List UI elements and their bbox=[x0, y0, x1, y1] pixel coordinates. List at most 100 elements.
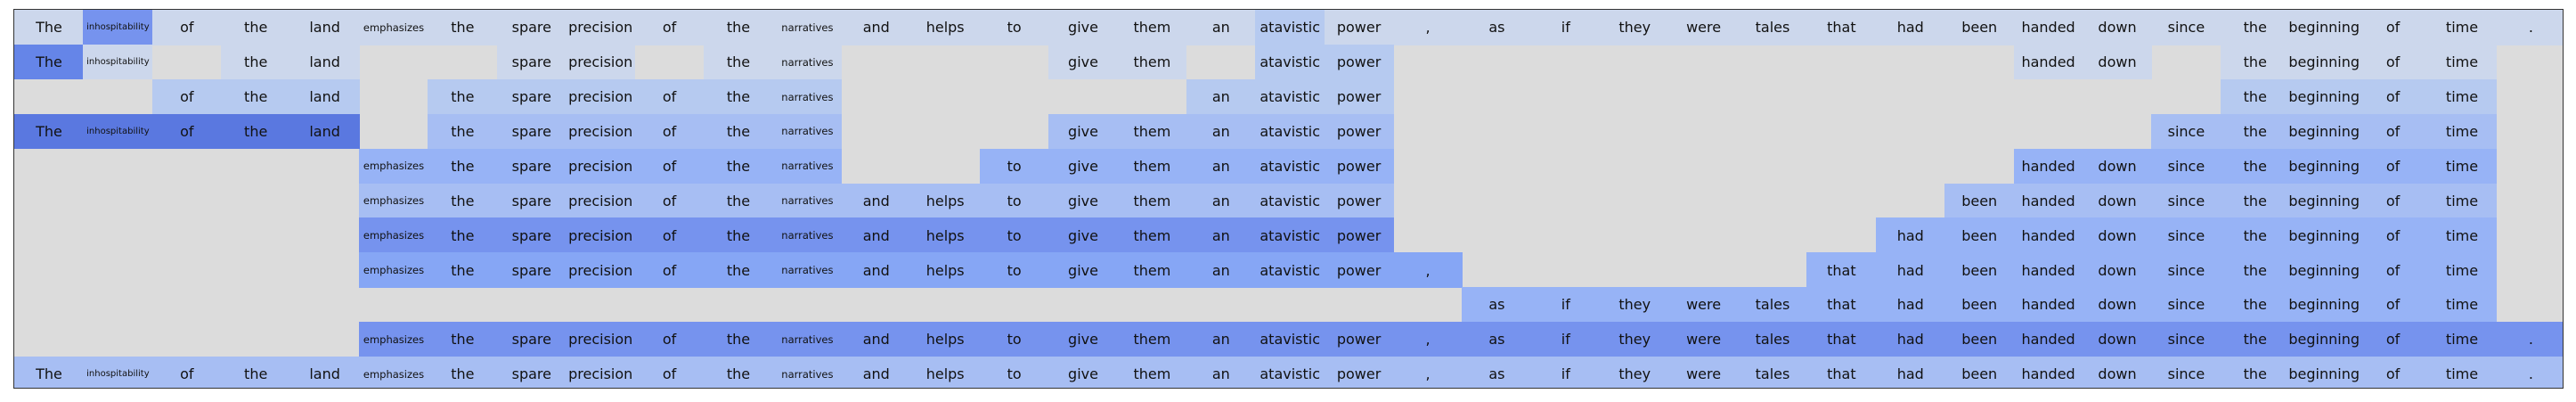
token-cell: that bbox=[1806, 10, 1877, 45]
token-cell: been bbox=[1944, 252, 2015, 288]
token-cell: precision bbox=[566, 183, 636, 218]
token-cell: atavistic bbox=[1255, 357, 1325, 388]
token-cell: since bbox=[2151, 287, 2221, 323]
token-cell: atavistic bbox=[1255, 78, 1325, 115]
token-cell: since bbox=[2151, 322, 2221, 357]
token-cell: of bbox=[151, 10, 222, 45]
token-cell: handed bbox=[2013, 322, 2083, 357]
token-cell: time bbox=[2427, 10, 2497, 45]
token-cell: narratives bbox=[772, 217, 843, 253]
token-cell: give bbox=[1048, 252, 1118, 288]
token-cell: were bbox=[1668, 322, 1739, 357]
token-cell: of bbox=[2358, 44, 2428, 80]
token-cell: beginning bbox=[2289, 113, 2360, 150]
token-cell: emphasizes bbox=[359, 148, 428, 185]
token-cell: and bbox=[841, 322, 911, 357]
token-cell: if bbox=[1530, 357, 1601, 388]
token-cell: an bbox=[1186, 322, 1256, 357]
token-cell: spare bbox=[496, 148, 567, 185]
token-cell: time bbox=[2427, 183, 2497, 218]
token-cell: of bbox=[634, 322, 705, 357]
token-cell: beginning bbox=[2289, 148, 2360, 185]
token-cell: land bbox=[289, 10, 360, 45]
token-cell: give bbox=[1048, 10, 1118, 45]
token-cell: as bbox=[1462, 287, 1532, 323]
token-cell: atavistic bbox=[1255, 217, 1325, 253]
token-cell: them bbox=[1117, 148, 1187, 185]
token-cell: the bbox=[704, 217, 773, 253]
token-cell: narratives bbox=[772, 322, 843, 357]
token-cell: , bbox=[1393, 357, 1463, 388]
token-cell: down bbox=[2083, 287, 2152, 323]
token-cell: the bbox=[428, 183, 498, 218]
token-cell: them bbox=[1117, 10, 1187, 45]
token-cell: narratives bbox=[772, 252, 843, 288]
token-cell: power bbox=[1324, 357, 1394, 388]
token-cell: been bbox=[1944, 357, 2015, 388]
token-cell: give bbox=[1048, 357, 1118, 388]
token-cell: inhospitability bbox=[83, 113, 153, 150]
token-cell: the bbox=[221, 357, 291, 388]
token-cell: as bbox=[1462, 357, 1532, 388]
token-cell: had bbox=[1875, 357, 1945, 388]
token-cell: the bbox=[704, 252, 773, 288]
token-cell: atavistic bbox=[1255, 148, 1325, 185]
token-cell: they bbox=[1600, 10, 1670, 45]
token-cell: of bbox=[634, 217, 705, 253]
token-cell: the bbox=[221, 113, 291, 150]
token-cell: give bbox=[1048, 322, 1118, 357]
token-cell: give bbox=[1048, 148, 1118, 185]
token-cell: beginning bbox=[2289, 183, 2360, 218]
token-cell: The bbox=[14, 113, 84, 150]
token-cell: precision bbox=[566, 357, 636, 388]
token-cell: an bbox=[1186, 183, 1256, 218]
token-cell: precision bbox=[566, 44, 636, 80]
token-cell: of bbox=[2358, 10, 2428, 45]
token-cell: of bbox=[634, 148, 705, 185]
token-cell: them bbox=[1117, 183, 1187, 218]
token-cell: of bbox=[2358, 322, 2428, 357]
token-cell: , bbox=[1393, 322, 1463, 357]
token-cell: of bbox=[634, 78, 705, 115]
token-cell: and bbox=[841, 357, 911, 388]
token-cell: The bbox=[14, 357, 84, 388]
token-cell: the bbox=[428, 322, 498, 357]
token-cell: to bbox=[979, 322, 1049, 357]
token-cell: time bbox=[2427, 113, 2497, 150]
token-cell: beginning bbox=[2289, 44, 2360, 80]
token-cell: an bbox=[1186, 357, 1256, 388]
token-cell: handed bbox=[2013, 44, 2083, 80]
token-cell: helps bbox=[910, 217, 981, 253]
token-cell: power bbox=[1324, 78, 1394, 115]
token-cell: down bbox=[2083, 357, 2152, 388]
token-cell: that bbox=[1806, 287, 1877, 323]
token-cell: power bbox=[1324, 183, 1394, 218]
token-cell: the bbox=[2220, 252, 2290, 288]
token-cell: them bbox=[1117, 44, 1187, 80]
token-cell: that bbox=[1806, 322, 1877, 357]
token-cell: they bbox=[1600, 357, 1670, 388]
token-cell: time bbox=[2427, 252, 2497, 288]
token-cell: of bbox=[2358, 183, 2428, 218]
token-cell: the bbox=[2220, 44, 2290, 80]
token-cell: as bbox=[1462, 322, 1532, 357]
token-cell: power bbox=[1324, 148, 1394, 185]
token-cell: to bbox=[979, 148, 1049, 185]
token-cell: land bbox=[289, 78, 360, 115]
token-cell: been bbox=[1944, 183, 2015, 218]
token-cell: power bbox=[1324, 322, 1394, 357]
token-cell: of bbox=[151, 78, 222, 115]
token-cell: had bbox=[1875, 287, 1945, 323]
token-cell: had bbox=[1875, 252, 1945, 288]
token-cell: had bbox=[1875, 10, 1945, 45]
token-cell: of bbox=[151, 113, 222, 150]
token-cell: land bbox=[289, 44, 360, 80]
token-cell: spare bbox=[496, 252, 567, 288]
token-cell: . bbox=[2496, 322, 2563, 357]
token-cell: the bbox=[428, 78, 498, 115]
token-cell: of bbox=[634, 357, 705, 388]
token-cell: narratives bbox=[772, 183, 843, 218]
token-cell: were bbox=[1668, 357, 1739, 388]
token-cell: down bbox=[2083, 148, 2152, 185]
token-cell: time bbox=[2427, 217, 2497, 253]
